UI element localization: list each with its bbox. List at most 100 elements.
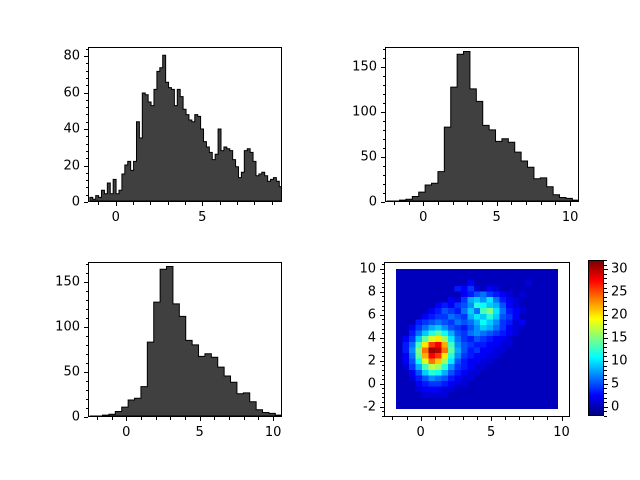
y-tick-label: 50	[360, 149, 377, 165]
x-tick-minor	[547, 417, 549, 420]
x-tick-major	[423, 202, 425, 206]
colorbar-tick-minor	[604, 260, 607, 261]
colorbar-tick-minor	[604, 328, 607, 330]
y-tick-major	[84, 165, 88, 167]
y-tick-minor	[382, 102, 385, 104]
y-tick-minor	[382, 75, 385, 77]
y-tick-major	[380, 291, 384, 293]
x-tick-major	[496, 202, 498, 206]
y-tick-minor	[382, 57, 385, 59]
colorbar-tick-minor	[604, 402, 607, 404]
y-tick-minor	[382, 129, 385, 131]
histogram-coarse-b	[89, 266, 281, 416]
y-tick-minor	[381, 264, 384, 266]
colorbar-tick-minor	[604, 278, 607, 280]
y-tick-minor	[85, 114, 88, 116]
colorbar-tick-major	[604, 360, 608, 362]
y-tick-minor	[381, 296, 384, 298]
axes-frame-hist-coarse-a	[385, 47, 579, 202]
y-tick-label: 6	[367, 307, 376, 323]
colorbar-gradient	[589, 261, 603, 415]
x-tick-minor	[229, 417, 231, 420]
colorbar-tick-minor	[604, 296, 607, 298]
axes-frame-hist-fine	[88, 47, 282, 202]
y-tick-label: 60	[63, 85, 80, 101]
x-tick-minor	[96, 417, 98, 420]
x-tick-major	[273, 417, 275, 421]
colorbar-tick-minor	[604, 324, 607, 326]
x-tick-major	[115, 202, 117, 206]
y-tick-major	[84, 92, 88, 94]
colorbar-tick-minor	[604, 379, 607, 381]
axes-frame-hist2d	[384, 262, 570, 417]
y-tick-minor	[382, 165, 385, 167]
x-tick-minor	[219, 202, 221, 205]
x-tick-minor	[434, 417, 436, 420]
x-tick-minor	[214, 417, 216, 420]
x-tick-major	[570, 202, 572, 206]
y-tick-label: 0	[71, 409, 80, 425]
colorbar-tick-label: 5	[611, 376, 620, 392]
y-tick-minor	[381, 273, 384, 275]
y-tick-minor	[85, 70, 88, 72]
x-tick-major	[199, 417, 201, 421]
y-tick-major	[380, 406, 384, 408]
x-tick-minor	[254, 202, 256, 205]
histogram-step-path	[89, 54, 281, 201]
x-tick-label: 5	[486, 425, 496, 440]
y-tick-minor	[85, 353, 88, 355]
colorbar-tick-minor	[604, 305, 607, 307]
y-tick-major	[381, 202, 385, 203]
y-tick-major	[84, 281, 88, 283]
y-tick-minor	[85, 398, 88, 400]
x-tick-major	[126, 417, 128, 421]
y-tick-minor	[382, 93, 385, 95]
y-tick-major	[84, 129, 88, 131]
y-tick-minor	[85, 136, 88, 138]
histogram-step-path	[89, 266, 281, 416]
y-tick-minor	[381, 305, 384, 307]
y-tick-minor	[381, 379, 384, 381]
x-tick-major	[491, 417, 493, 421]
x-tick-major	[561, 417, 563, 421]
y-tick-major	[380, 314, 384, 316]
x-tick-minor	[406, 417, 408, 420]
y-tick-minor	[85, 180, 88, 182]
x-tick-minor	[392, 417, 394, 420]
y-tick-minor	[85, 290, 88, 292]
x-tick-label: 0	[416, 425, 425, 440]
x-tick-label: 0	[122, 425, 131, 440]
colorbar-tick-label: 20	[611, 307, 628, 323]
colorbar-tick-minor	[604, 287, 607, 289]
y-tick-label: 80	[63, 48, 80, 64]
histogram-fine	[89, 54, 281, 201]
y-tick-minor	[381, 351, 384, 353]
x-tick-minor	[482, 202, 483, 205]
y-tick-minor	[381, 374, 384, 376]
y-tick-minor	[85, 407, 88, 409]
y-tick-major	[380, 383, 384, 385]
y-tick-label: 20	[63, 158, 80, 174]
y-tick-minor	[381, 324, 384, 325]
y-tick-label: 100	[55, 319, 80, 335]
x-tick-minor	[408, 202, 410, 205]
histogram-step-path	[386, 51, 578, 201]
colorbar-tick-minor	[604, 365, 607, 367]
y-tick-major	[84, 371, 88, 373]
y-tick-minor	[381, 282, 384, 284]
y-tick-major	[381, 156, 385, 158]
y-tick-minor	[85, 362, 88, 364]
x-tick-minor	[236, 202, 238, 205]
histogram-coarse-a	[386, 51, 578, 201]
colorbar-tick-minor	[604, 411, 607, 413]
y-tick-label: 10	[359, 261, 376, 277]
y-tick-minor	[85, 263, 88, 265]
x-tick-minor	[140, 417, 142, 420]
x-tick-minor	[462, 417, 464, 420]
y-tick-major	[381, 111, 385, 113]
y-tick-minor	[85, 172, 88, 174]
y-tick-minor	[382, 138, 385, 140]
y-tick-major	[84, 326, 88, 328]
y-tick-minor	[381, 365, 384, 367]
y-tick-minor	[381, 287, 384, 289]
